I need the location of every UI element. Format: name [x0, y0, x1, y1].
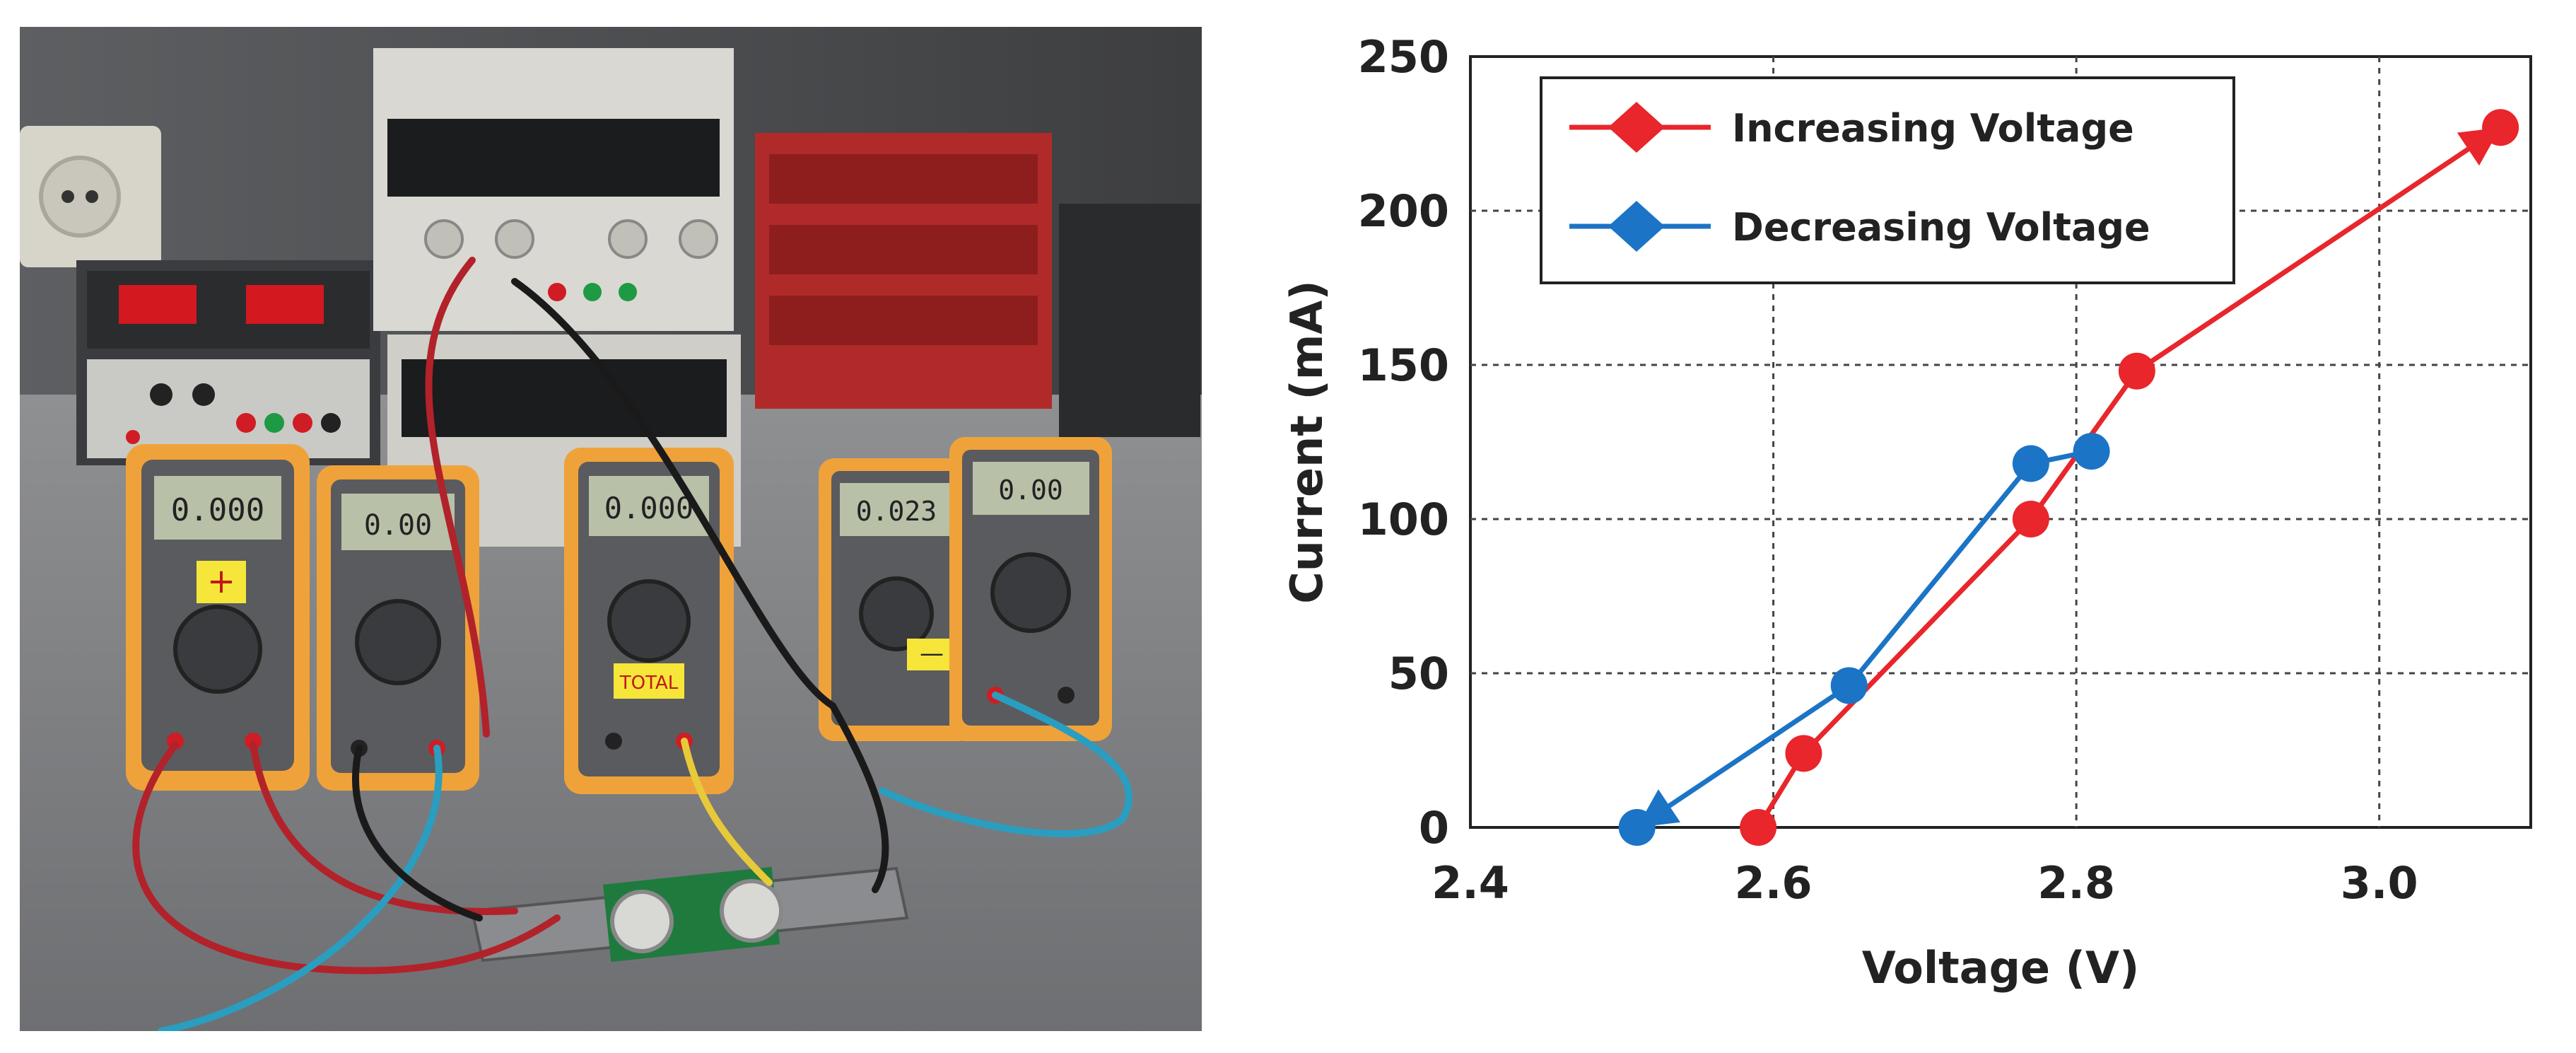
- lab-setup-photo: 0.000 + 0.00 0.000 TOTAL 0.023 —: [20, 27, 1202, 1031]
- multimeter-5: 0.00: [949, 437, 1112, 741]
- y-tick-label: 200: [1358, 185, 1449, 237]
- legend-label-decreasing-voltage: Decreasing Voltage: [1732, 205, 2150, 250]
- y-tick-label: 0: [1419, 802, 1449, 854]
- data-point-decreasing-voltage: [2073, 433, 2110, 470]
- meter-reading: 0.023: [856, 496, 937, 527]
- legend-label-increasing-voltage: Increasing Voltage: [1732, 106, 2134, 151]
- x-tick-label: 2.6: [1735, 857, 1813, 909]
- series-line-decreasing-voltage: [1635, 448, 2092, 830]
- bench-power-supply-top: [373, 48, 734, 331]
- y-tick-label: 50: [1388, 648, 1449, 699]
- legend-box: [1540, 76, 2235, 284]
- data-point-decreasing-voltage: [1618, 809, 1656, 846]
- meter-reading: 0.000: [171, 492, 264, 528]
- test-leads: [132, 257, 1132, 1031]
- meter-reading: 0.00: [364, 509, 432, 542]
- y-axis-title: Current (mA): [1281, 280, 1333, 603]
- legend-marker-decreasing-voltage: [1608, 201, 1665, 252]
- series-layer: [1618, 109, 2519, 846]
- bench-device: [1059, 204, 1200, 437]
- x-tick-label: 2.4: [1432, 857, 1509, 909]
- data-point-increasing-voltage: [1740, 809, 1777, 846]
- meter-reading: 0.000: [604, 491, 693, 525]
- y-axis-ticks: 0 50 100 150 200 250: [1358, 31, 1449, 854]
- multimeter-2: 0.00: [317, 465, 479, 791]
- data-point-decreasing-voltage: [1830, 667, 1868, 704]
- legend-marker-increasing-voltage: [1608, 102, 1665, 153]
- wall-socket: [20, 126, 161, 267]
- meter-reading: 0.00: [998, 475, 1063, 506]
- y-tick-label: 250: [1358, 31, 1449, 83]
- test-circuit-board: [470, 866, 909, 962]
- data-point-increasing-voltage: [2118, 352, 2155, 390]
- meter-label-minus: —: [920, 639, 944, 668]
- x-tick-label: 2.8: [2037, 857, 2115, 909]
- data-point-increasing-voltage: [2482, 109, 2519, 146]
- x-axis-title: Voltage (V): [1862, 942, 2140, 994]
- data-point-increasing-voltage: [2012, 501, 2049, 537]
- storage-drawers: [755, 133, 1052, 409]
- y-tick-label: 150: [1358, 339, 1449, 391]
- meter-label-total: TOTAL: [619, 673, 679, 694]
- data-point-decreasing-voltage: [2012, 445, 2049, 482]
- x-tick-label: 3.0: [2341, 857, 2418, 909]
- dual-power-supply: [76, 260, 380, 465]
- meter-label-plus: +: [207, 562, 235, 601]
- multimeter-total: 0.000 TOTAL: [564, 448, 734, 794]
- multimeter-minus: 0.023 —: [819, 458, 974, 741]
- x-axis-ticks: 2.4 2.6 2.8 3.0: [1432, 857, 2418, 909]
- data-point-increasing-voltage: [1785, 735, 1822, 772]
- y-tick-label: 100: [1358, 494, 1449, 545]
- legend: Increasing Voltage Decreasing Voltage: [1540, 76, 2235, 284]
- iv-chart: 2.4 2.6 2.8 3.0 0 50 100 150 200 250 Voltage (V)…: [1281, 31, 2532, 994]
- multimeter-plus: 0.000 +: [126, 444, 310, 791]
